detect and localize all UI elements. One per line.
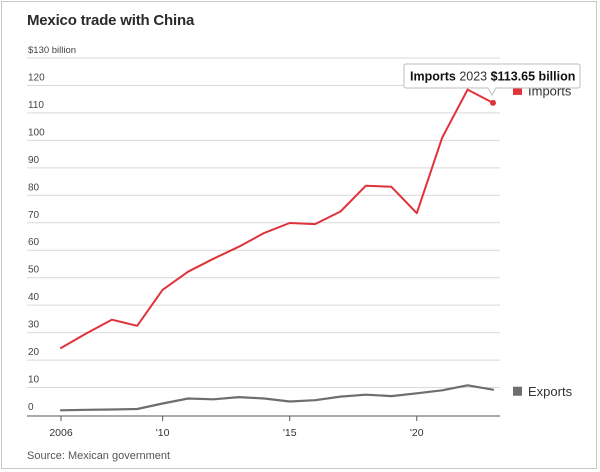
y-tick-label-100: 100 xyxy=(28,127,45,138)
y-tick-label-110: 110 xyxy=(28,100,44,111)
y-tick-label-50: 50 xyxy=(28,265,40,276)
x-tick-label-2006: 2006 xyxy=(49,427,73,439)
x-tick-label-2020: '20 xyxy=(410,427,424,439)
legend-swatch-imports xyxy=(513,85,522,95)
x-tick-label-2015: '15 xyxy=(283,427,297,439)
y-tick-label-60: 60 xyxy=(28,237,40,248)
y-axis-ticks: 0 10 20 30 40 50 60 70 80 90 100 110 120 $130 billion xyxy=(28,45,76,413)
x-tick-label-2010: '10 xyxy=(156,427,170,439)
series-line-imports xyxy=(60,88,494,349)
x-axis: 2006 '10 '15 '20 xyxy=(27,415,500,439)
y-tick-label-120: 120 xyxy=(28,72,45,83)
chart-title: Mexico trade with China xyxy=(27,12,195,29)
gridlines xyxy=(27,57,500,389)
callout-pointer xyxy=(487,87,497,97)
y-tick-label-30: 30 xyxy=(28,320,40,331)
source-note: Source: Mexican government xyxy=(27,450,171,462)
y-tick-label-80: 80 xyxy=(28,182,40,193)
callout-text: Imports 2023 $113.65 billion xyxy=(410,70,575,84)
callout-value: $113.65 billion xyxy=(491,70,576,84)
y-tick-label-10: 10 xyxy=(28,375,40,386)
y-tick-label-20: 20 xyxy=(28,347,40,358)
series-lines xyxy=(59,88,495,412)
y-tick-label-90: 90 xyxy=(28,155,40,166)
imports-2023-callout: Imports 2023 $113.65 billion xyxy=(403,63,581,106)
y-tick-label-70: 70 xyxy=(28,210,40,221)
callout-series: Imports xyxy=(410,70,459,84)
y-tick-label-130: $130 billion xyxy=(28,45,76,56)
legend-swatch-exports xyxy=(513,386,522,396)
imports-2023-point xyxy=(490,99,496,106)
y-tick-label-40: 40 xyxy=(28,292,40,303)
legend-label-exports: Exports xyxy=(528,384,573,399)
series-line-exports xyxy=(59,384,495,412)
y-tick-label-0: 0 xyxy=(28,402,34,413)
callout-year: 2023 xyxy=(459,70,490,84)
